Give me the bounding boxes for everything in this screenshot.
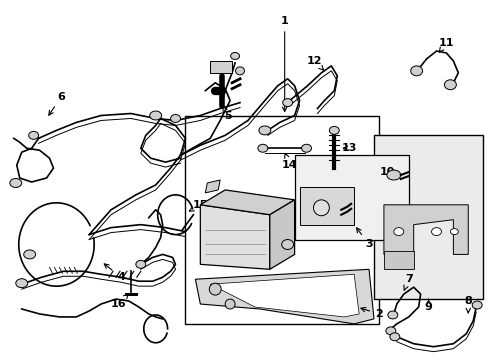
Text: 15: 15 bbox=[189, 200, 207, 211]
Text: 14: 14 bbox=[281, 153, 297, 170]
Ellipse shape bbox=[230, 53, 239, 59]
Ellipse shape bbox=[385, 327, 395, 335]
Polygon shape bbox=[383, 205, 468, 255]
Ellipse shape bbox=[328, 126, 339, 134]
Text: 11: 11 bbox=[438, 38, 453, 52]
Text: 6: 6 bbox=[49, 92, 65, 115]
Bar bbox=[373, 135, 482, 299]
Ellipse shape bbox=[29, 131, 39, 139]
Ellipse shape bbox=[136, 260, 145, 268]
Ellipse shape bbox=[170, 114, 180, 122]
Ellipse shape bbox=[281, 239, 293, 249]
Polygon shape bbox=[200, 190, 294, 215]
Ellipse shape bbox=[16, 279, 28, 288]
Text: 13: 13 bbox=[341, 143, 356, 153]
Circle shape bbox=[209, 283, 221, 295]
Text: 5: 5 bbox=[223, 107, 231, 121]
Ellipse shape bbox=[10, 179, 21, 188]
Text: 4: 4 bbox=[104, 264, 124, 282]
Polygon shape bbox=[210, 274, 358, 317]
Polygon shape bbox=[195, 269, 373, 324]
Polygon shape bbox=[205, 180, 220, 193]
Ellipse shape bbox=[389, 333, 399, 341]
Text: 2: 2 bbox=[360, 307, 382, 319]
Ellipse shape bbox=[282, 99, 292, 107]
Ellipse shape bbox=[258, 126, 270, 135]
Ellipse shape bbox=[386, 170, 400, 180]
Ellipse shape bbox=[410, 66, 422, 76]
Text: 7: 7 bbox=[403, 274, 412, 290]
Text: 10: 10 bbox=[378, 167, 397, 177]
Bar bbox=[210, 61, 232, 73]
Ellipse shape bbox=[431, 228, 441, 235]
Polygon shape bbox=[269, 200, 294, 269]
Text: 9: 9 bbox=[424, 299, 431, 312]
Text: 1: 1 bbox=[280, 16, 288, 112]
Ellipse shape bbox=[393, 228, 403, 235]
Ellipse shape bbox=[257, 144, 267, 152]
Text: 16: 16 bbox=[111, 294, 128, 309]
Ellipse shape bbox=[149, 111, 162, 120]
Ellipse shape bbox=[449, 229, 457, 235]
Ellipse shape bbox=[235, 67, 244, 75]
Bar bbox=[299, 187, 353, 225]
Ellipse shape bbox=[444, 80, 455, 90]
Text: 3: 3 bbox=[356, 228, 372, 249]
Ellipse shape bbox=[24, 250, 36, 259]
Ellipse shape bbox=[387, 311, 397, 319]
Ellipse shape bbox=[471, 301, 481, 309]
Text: 12: 12 bbox=[306, 56, 324, 71]
Ellipse shape bbox=[301, 144, 311, 152]
Bar bbox=[383, 251, 413, 269]
Circle shape bbox=[224, 299, 235, 309]
Bar bbox=[185, 116, 378, 324]
Bar bbox=[294, 155, 408, 239]
Text: 8: 8 bbox=[464, 296, 471, 313]
Ellipse shape bbox=[313, 200, 328, 216]
Polygon shape bbox=[200, 205, 269, 269]
